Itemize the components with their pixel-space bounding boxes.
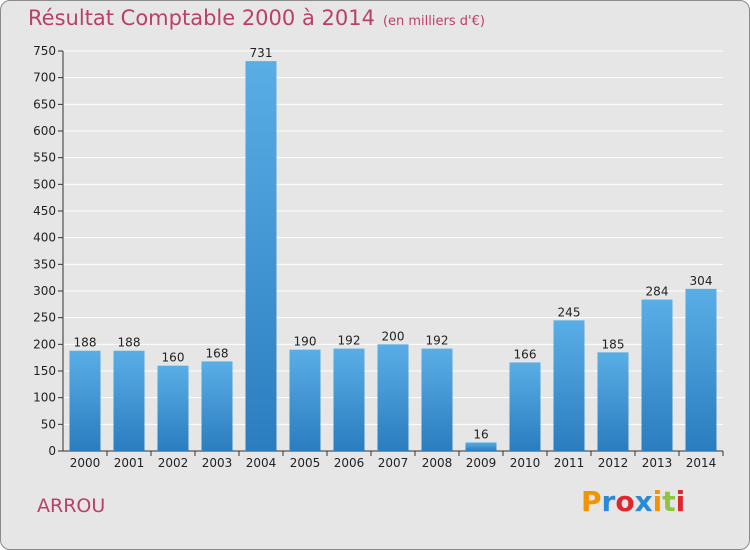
bar-2001 (113, 350, 145, 451)
chart-title: Résultat Comptable 2000 à 2014 (en millie… (28, 6, 485, 30)
logo-letter: i (675, 485, 686, 518)
x-tick-label: 2009 (466, 456, 497, 470)
y-tick-label: 700 (33, 71, 56, 85)
x-tick-label: 2005 (290, 456, 321, 470)
bar-2014 (685, 288, 717, 451)
x-tick-label: 2008 (422, 456, 453, 470)
logo-letter: r (601, 485, 616, 518)
x-tick-label: 2013 (642, 456, 673, 470)
value-label-2007: 200 (382, 329, 405, 343)
bar-2002 (157, 365, 189, 451)
bar-2003 (201, 361, 233, 451)
y-tick-label: 550 (33, 151, 56, 165)
value-label-2008: 192 (426, 334, 449, 348)
bar-2000 (69, 350, 101, 451)
x-tick-label: 2014 (686, 456, 717, 470)
logo-letter: P (581, 485, 602, 518)
data-labels: 188 188 160 168 731 190 192 200 192 16 166 245 185 28… (74, 46, 713, 441)
chart-subtitle: (en milliers d'€) (382, 14, 485, 29)
bar-2005 (289, 349, 321, 451)
y-tick-label: 350 (33, 257, 56, 271)
x-tick-label: 2000 (70, 456, 101, 470)
value-label-2006: 192 (338, 334, 361, 348)
logo-letter: t (662, 485, 676, 518)
y-tick-label: 200 (33, 337, 56, 351)
bar-2004 (245, 61, 277, 452)
x-tick-label: 2010 (510, 456, 541, 470)
bar-2009 (465, 442, 497, 451)
value-label-2014: 304 (690, 274, 713, 288)
x-tick-label: 2011 (554, 456, 585, 470)
x-tick-label: 2004 (246, 456, 277, 470)
value-label-2009: 16 (473, 427, 488, 441)
bar-2008 (421, 348, 453, 451)
bars (69, 61, 717, 452)
bar-2006 (333, 348, 365, 451)
value-label-2001: 188 (118, 336, 141, 350)
x-tick-label: 2012 (598, 456, 629, 470)
value-label-2002: 160 (162, 351, 185, 365)
value-label-2004: 731 (250, 46, 273, 60)
value-label-2011: 245 (558, 305, 581, 319)
bar-2007 (377, 344, 409, 451)
axes: 0 50 100 150 200 250 300 350 400 450 500 550 600 650 7… (33, 44, 724, 470)
logo-letter: x (634, 485, 653, 518)
value-label-2003: 168 (206, 346, 229, 360)
bar-2012 (597, 352, 629, 451)
y-tick-label: 450 (33, 204, 56, 218)
y-tick-label: 250 (33, 311, 56, 325)
bar-2011 (553, 320, 585, 451)
bar-2010 (509, 362, 541, 451)
value-label-2000: 188 (74, 336, 97, 350)
logo-letter: i (652, 485, 663, 518)
y-tick-label: 500 (33, 177, 56, 191)
x-tick-label: 2003 (202, 456, 233, 470)
title-text: Résultat Comptable 2000 à 2014 (28, 6, 375, 30)
y-tick-label: 400 (33, 231, 56, 245)
value-label-2013: 284 (646, 285, 669, 299)
y-tick-label: 100 (33, 391, 56, 405)
y-tick-label: 150 (33, 364, 56, 378)
value-label-2005: 190 (294, 335, 317, 349)
y-tick-label: 650 (33, 97, 56, 111)
place-name: ARROU (37, 495, 106, 517)
y-tick-label: 50 (41, 417, 56, 431)
value-label-2010: 166 (514, 347, 537, 361)
logo-letter: o (615, 485, 635, 518)
x-tick-label: 2006 (334, 456, 365, 470)
y-tick-label: 300 (33, 284, 56, 298)
y-tick-label: 750 (33, 44, 56, 58)
proxiti-logo: Proxiti (581, 485, 685, 518)
y-tick-label: 600 (33, 124, 56, 138)
x-tick-label: 2002 (158, 456, 189, 470)
x-tick-label: 2001 (114, 456, 145, 470)
value-label-2012: 185 (602, 337, 625, 351)
bar-2013 (641, 299, 673, 451)
y-tick-label: 0 (48, 444, 56, 458)
x-tick-label: 2007 (378, 456, 409, 470)
